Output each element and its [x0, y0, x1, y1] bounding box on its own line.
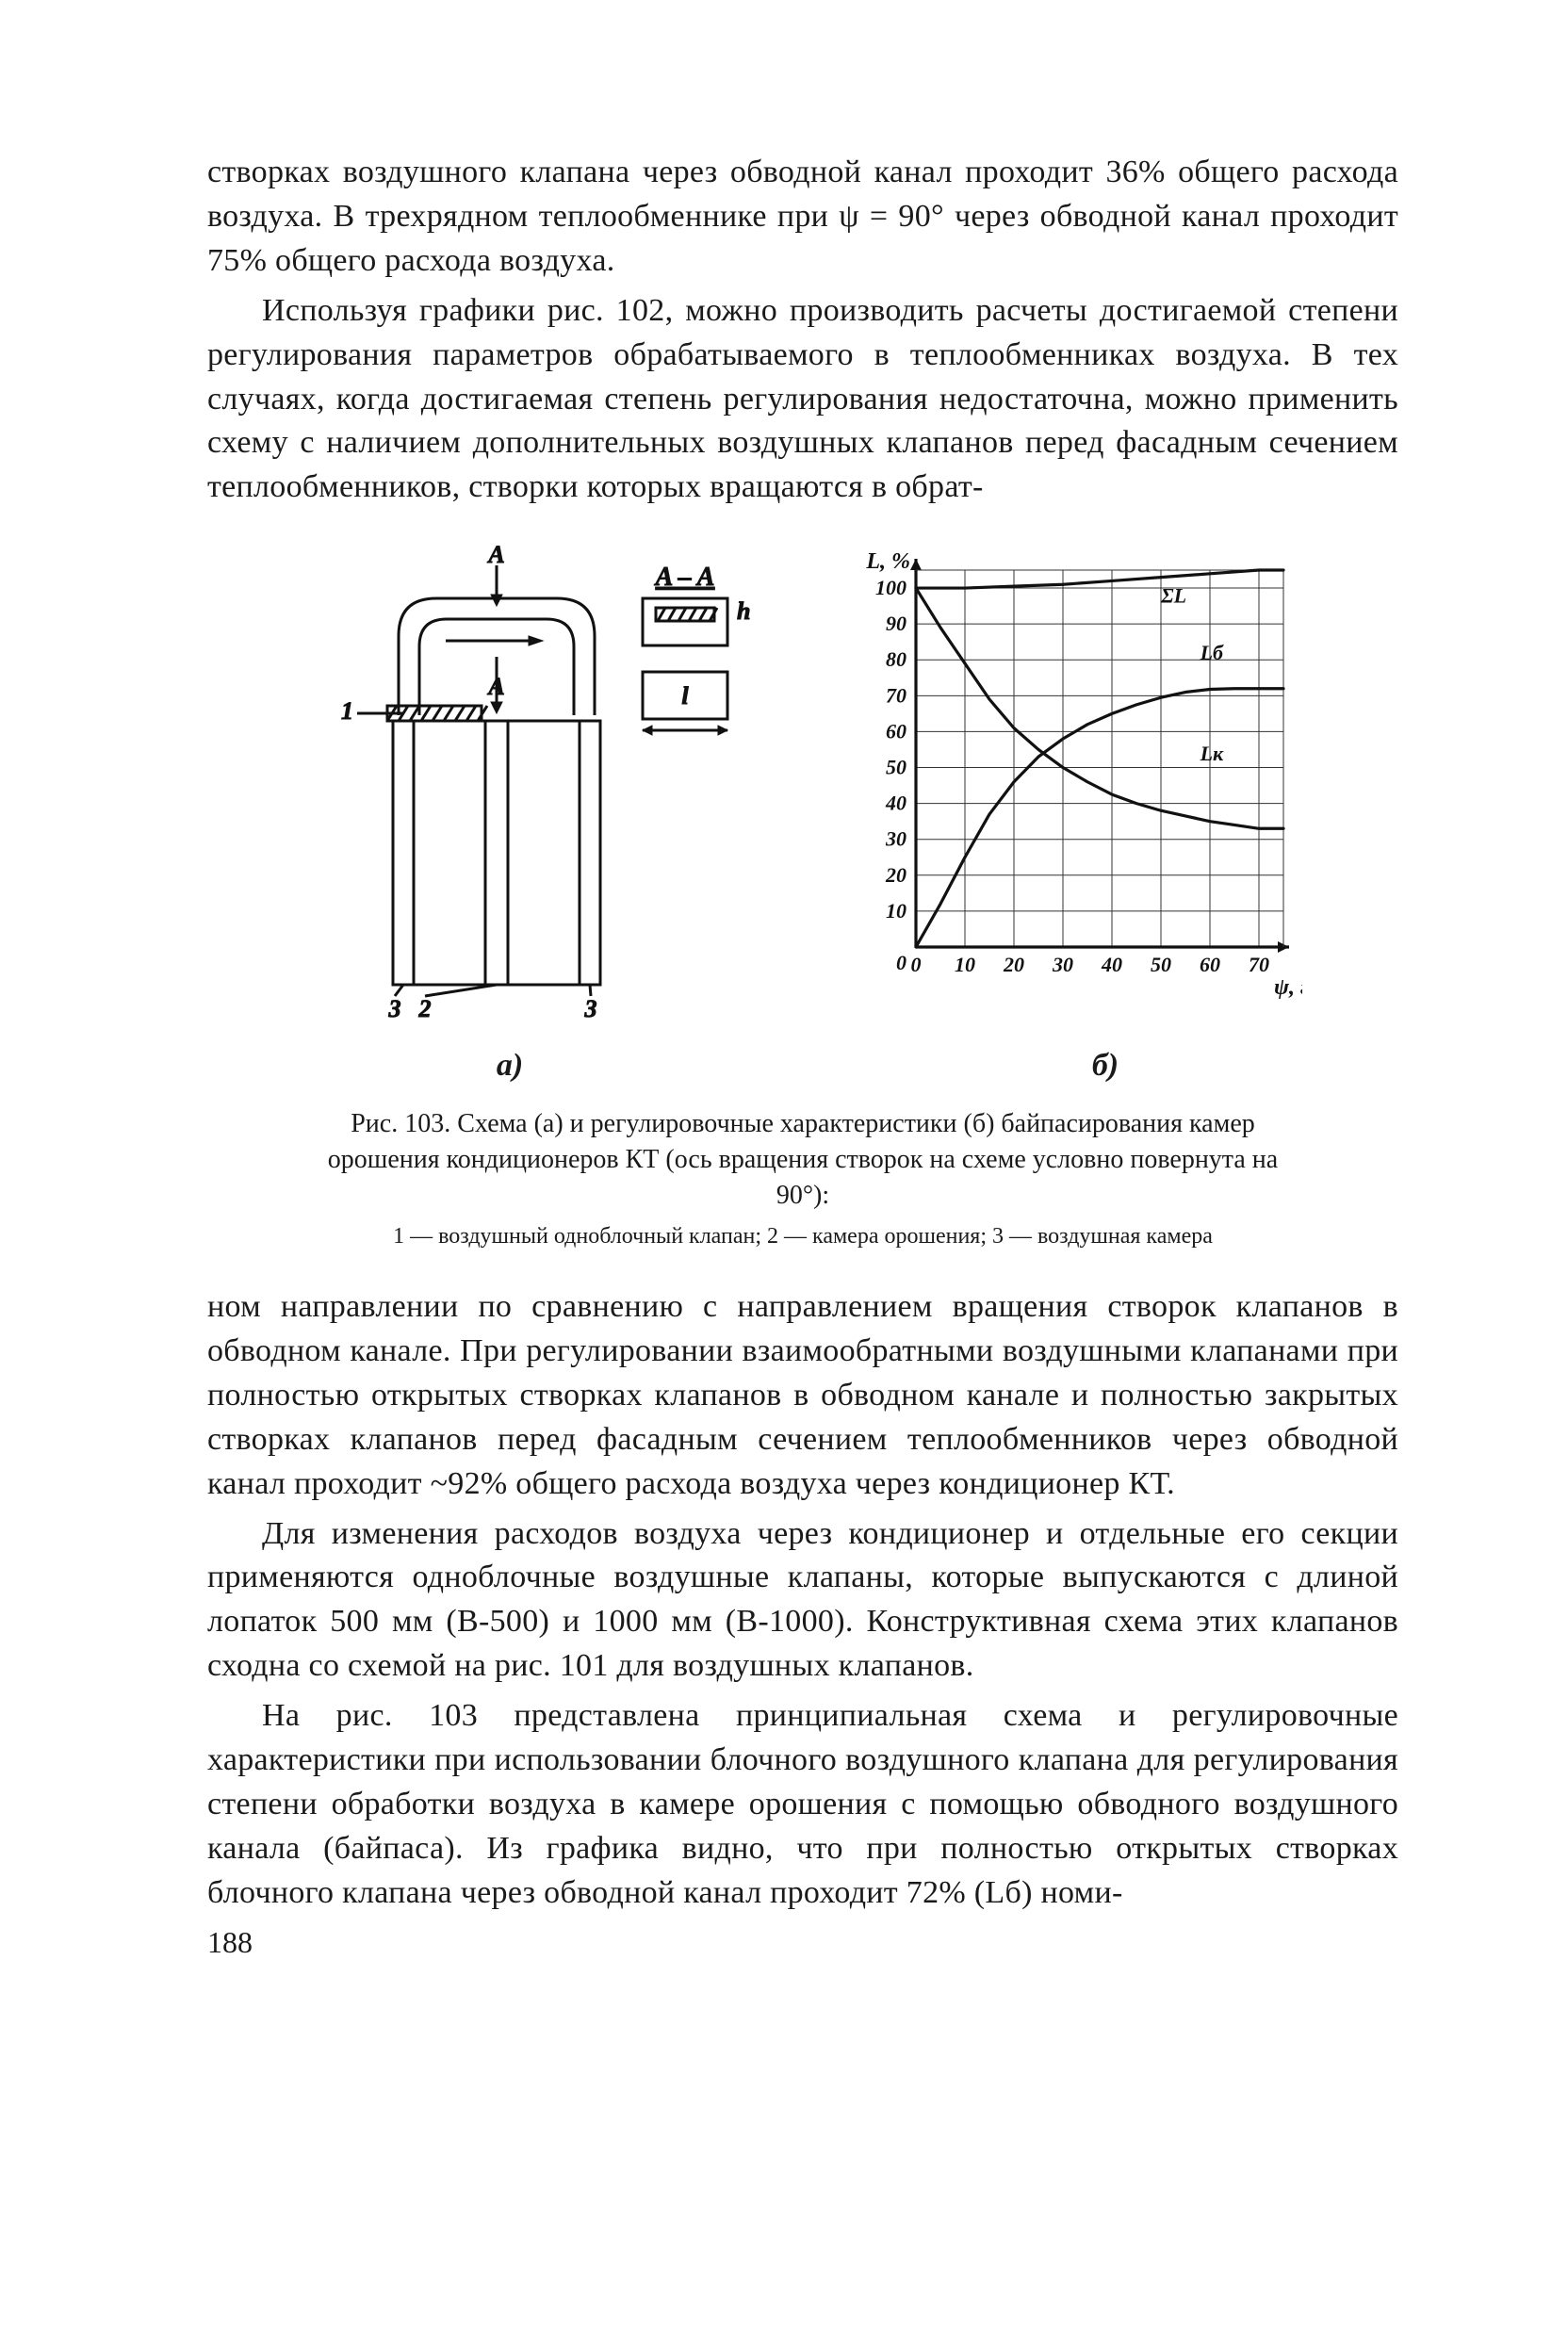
svg-text:0: 0 — [911, 953, 922, 976]
svg-text:100: 100 — [875, 576, 906, 599]
body-text-top: створках воздушного клапана через обводн… — [207, 151, 1398, 510]
svg-text:A: A — [486, 673, 504, 700]
figure-103: AA1323A – Ahl 01020304050607010203040506… — [207, 542, 1398, 1037]
svg-text:L, %: L, % — [865, 549, 910, 574]
sublabel-b: б) — [879, 1048, 1331, 1084]
svg-text:90: 90 — [886, 612, 906, 635]
svg-text:50: 50 — [1151, 953, 1171, 976]
sublabel-a: а) — [274, 1048, 745, 1084]
svg-text:30: 30 — [1052, 953, 1073, 976]
svg-text:70: 70 — [886, 684, 906, 708]
svg-text:20: 20 — [885, 863, 906, 887]
body-text-bottom: ном направлении по сравнению с направлен… — [207, 1285, 1398, 1916]
svg-text:1: 1 — [341, 697, 353, 725]
svg-text:20: 20 — [1003, 953, 1024, 976]
svg-text:3: 3 — [584, 995, 597, 1022]
paragraph-4: Для изменения расходов воздуха через кон… — [207, 1512, 1398, 1690]
figure-legend: 1 — воздушный одноблочный клапан; 2 — ка… — [303, 1221, 1302, 1251]
schematic-svg: AA1323A – Ahl — [303, 542, 775, 1032]
page-number: 188 — [207, 1925, 1398, 1960]
svg-text:50: 50 — [886, 756, 906, 779]
figure-103-b: 0 10 20 30 40 50 60 70 10 20 30 40 50 60 70 80 90 100 0 L, … — [850, 542, 1302, 1037]
svg-text:A – A: A – A — [654, 563, 715, 592]
svg-text:3: 3 — [388, 995, 401, 1022]
svg-text:70: 70 — [1249, 953, 1269, 976]
svg-text:Lб: Lб — [1200, 641, 1224, 664]
svg-text:ψ, град: ψ, град — [1274, 975, 1302, 1000]
figure-caption: Рис. 103. Схема (а) и регулировочные хар… — [303, 1106, 1302, 1213]
svg-text:80: 80 — [886, 647, 906, 671]
paragraph-3: ном направлении по сравнению с направлен… — [207, 1285, 1398, 1507]
paragraph-2: Используя графики рис. 102, можно произв… — [207, 289, 1398, 511]
svg-text:10: 10 — [886, 899, 906, 923]
svg-text:h: h — [737, 597, 750, 625]
svg-text:ΣL: ΣL — [1160, 584, 1186, 608]
svg-text:10: 10 — [955, 953, 975, 976]
svg-text:A: A — [486, 542, 504, 568]
figure-sublabels: а) б) — [207, 1048, 1398, 1084]
svg-text:40: 40 — [885, 792, 906, 815]
svg-text:60: 60 — [886, 720, 906, 743]
figure-103-a: AA1323A – Ahl — [303, 542, 775, 1037]
svg-text:l: l — [681, 682, 689, 710]
svg-text:0: 0 — [896, 951, 906, 974]
svg-text:30: 30 — [885, 827, 906, 851]
page: створках воздушного клапана через обводн… — [0, 0, 1568, 2352]
chart-svg: 0 10 20 30 40 50 60 70 10 20 30 40 50 60 70 80 90 100 0 L, … — [850, 542, 1302, 1032]
svg-text:60: 60 — [1200, 953, 1220, 976]
paragraph-1: створках воздушного клапана через обводн… — [207, 151, 1398, 284]
paragraph-5: На рис. 103 представлена принципиальная … — [207, 1694, 1398, 1916]
svg-text:2: 2 — [418, 995, 432, 1022]
svg-text:40: 40 — [1101, 953, 1122, 976]
svg-text:Lк: Lк — [1200, 742, 1224, 765]
